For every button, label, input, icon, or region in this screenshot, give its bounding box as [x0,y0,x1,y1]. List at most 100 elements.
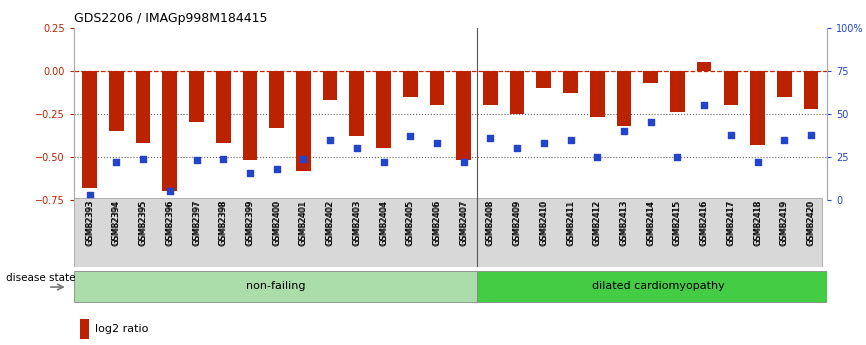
Bar [350,71,365,136]
Text: GSM82394: GSM82394 [112,200,121,245]
Point [724,132,738,137]
Text: GSM82406: GSM82406 [432,200,442,245]
Text: GSM82418: GSM82418 [753,200,762,246]
Bar [670,71,685,112]
Text: GSM82401: GSM82401 [299,200,308,245]
Text: GSM82419: GSM82419 [779,200,789,246]
Text: GSM82402: GSM82402 [326,200,334,246]
Text: GSM82393: GSM82393 [85,200,94,245]
Text: GDS2206 / IMAGp998M184415: GDS2206 / IMAGp998M184415 [74,12,267,25]
Text: GSM82405: GSM82405 [406,200,415,246]
Text: GSM82409: GSM82409 [513,200,521,246]
Point [778,137,792,142]
Bar [376,71,391,148]
Text: GSM82396: GSM82396 [165,200,174,245]
Point [804,132,818,137]
Point [83,192,97,198]
Bar [323,71,338,100]
Bar [296,71,311,171]
Text: GSM82416: GSM82416 [700,200,708,245]
Text: GSM82410: GSM82410 [540,200,548,245]
Point [190,158,204,163]
Bar [216,71,230,143]
Bar [136,71,151,143]
Bar [109,71,124,131]
Text: GSM82415: GSM82415 [673,200,682,245]
Text: GSM82395: GSM82395 [139,200,147,245]
Text: disease state: disease state [6,273,75,283]
Text: GSM82404: GSM82404 [379,200,388,245]
Bar [590,71,604,117]
Bar [617,71,631,126]
Point [430,140,444,146]
Text: GSM82400: GSM82400 [272,200,281,245]
Text: GSM82394: GSM82394 [112,200,121,246]
Text: GSM82411: GSM82411 [566,200,575,245]
Bar [189,71,204,122]
Text: GSM82414: GSM82414 [646,200,656,245]
Text: GSM82403: GSM82403 [352,200,361,246]
Bar [510,71,525,114]
Point [296,156,310,161]
Text: GSM82415: GSM82415 [673,200,682,246]
Text: GSM82417: GSM82417 [727,200,735,246]
Point [456,159,470,165]
Text: GSM82411: GSM82411 [566,200,575,246]
Point [591,154,604,160]
Point [163,189,177,194]
Text: GSM82412: GSM82412 [592,200,602,246]
Point [564,137,578,142]
Text: GSM82414: GSM82414 [646,200,656,246]
Point [617,128,631,134]
Text: GSM82407: GSM82407 [459,200,469,245]
Text: GSM82395: GSM82395 [139,200,147,246]
Text: GSM82399: GSM82399 [245,200,255,246]
Bar [483,71,498,105]
Point [216,156,230,161]
Text: GSM82418: GSM82418 [753,200,762,245]
Text: GSM82399: GSM82399 [245,200,255,245]
Text: GSM82409: GSM82409 [513,200,521,245]
Bar [777,71,792,97]
Point [350,146,364,151]
Point [136,156,150,161]
Text: GSM82410: GSM82410 [540,200,548,246]
Point [751,159,765,165]
Bar [477,271,840,302]
Point [269,166,283,172]
Point [404,134,417,139]
Bar [563,71,578,93]
Point [537,140,551,146]
Text: GSM82401: GSM82401 [299,200,308,246]
Text: GSM82397: GSM82397 [192,200,201,245]
Text: GSM82407: GSM82407 [459,200,469,246]
Text: GSM82413: GSM82413 [619,200,629,245]
Text: GSM82404: GSM82404 [379,200,388,246]
Bar [804,71,818,109]
Bar [723,71,738,105]
Text: GSM82398: GSM82398 [219,200,228,245]
Bar [242,71,257,160]
Bar [74,271,477,302]
Bar [163,71,178,191]
Point [323,137,337,142]
Text: GSM82419: GSM82419 [779,200,789,245]
Point [377,159,391,165]
Text: GSM82420: GSM82420 [806,200,816,246]
Text: log2 ratio: log2 ratio [94,324,148,334]
Text: GSM82412: GSM82412 [592,200,602,245]
Text: GSM82417: GSM82417 [727,200,735,245]
Text: GSM82397: GSM82397 [192,200,201,246]
Text: GSM82393: GSM82393 [85,200,94,246]
Text: GSM82416: GSM82416 [700,200,708,246]
Point [483,135,497,141]
Point [697,102,711,108]
Text: GSM82403: GSM82403 [352,200,361,245]
Text: non-failing: non-failing [246,282,305,291]
Text: GSM82400: GSM82400 [272,200,281,246]
Bar [643,71,658,83]
Text: GSM82420: GSM82420 [806,200,816,245]
Point [243,170,257,175]
Point [109,159,123,165]
Bar [80,319,89,339]
